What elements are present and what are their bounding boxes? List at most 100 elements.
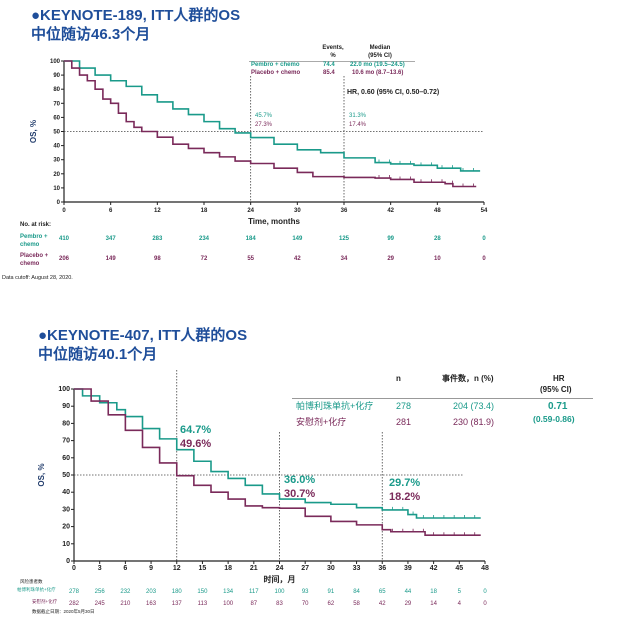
p1-footnote: Data cutoff: August 28, 2020. — [2, 275, 73, 281]
p1-row1-median: 22.0 mo (19.5–24.5) — [350, 62, 405, 68]
risk-count: 87 — [250, 601, 257, 607]
survival-curve-control — [74, 388, 481, 536]
p2-annot-36-ctrl: 18.2% — [389, 491, 421, 503]
risk-count: 232 — [120, 589, 131, 595]
y-tick-label: 20 — [53, 172, 60, 178]
risk-count: 4 — [458, 601, 462, 607]
risk-count: 149 — [292, 236, 303, 242]
risk-count: 58 — [353, 601, 360, 607]
risk-count: 113 — [198, 601, 208, 607]
p2-annot-36-treat: 29.7% — [389, 477, 421, 489]
x-tick-label: 33 — [353, 565, 361, 572]
survival-curve-treatment — [74, 388, 481, 519]
risk-count: 62 — [328, 601, 335, 607]
y-tick-label: 30 — [53, 158, 60, 164]
risk-count: 234 — [199, 236, 210, 242]
risk-count: 184 — [246, 236, 257, 242]
x-tick-label: 30 — [294, 208, 301, 214]
p2-hazard-ratio: 0.71 — [548, 401, 568, 412]
survival-curve-treatment — [64, 60, 481, 172]
p1-annot-24-ctrl: 27.3% — [255, 122, 273, 128]
y-tick-label: 40 — [53, 144, 60, 150]
survival-curve-control — [64, 60, 477, 188]
risk-count: 117 — [249, 589, 259, 595]
y-tick-label: 50 — [62, 472, 70, 479]
risk-count: 0 — [483, 589, 487, 595]
y-tick-label: 10 — [62, 541, 70, 548]
p2-header-n: n — [396, 374, 401, 383]
x-axis-label: 时间，月 — [264, 574, 296, 584]
x-axis-label: Time, months — [248, 217, 300, 226]
risk-count: 0 — [483, 601, 487, 607]
risk-count: 206 — [59, 256, 70, 262]
x-tick-label: 36 — [341, 208, 348, 214]
panel2-subtitle: 中位随访40.1个月 — [38, 346, 158, 363]
p1-risk-row1-label2: chemo — [20, 242, 40, 248]
y-tick-label: 0 — [57, 200, 61, 206]
x-tick-label: 24 — [247, 208, 254, 214]
y-tick-label: 100 — [58, 386, 70, 393]
p2-row1-n: 278 — [396, 401, 412, 411]
x-tick-label: 42 — [430, 565, 438, 572]
y-tick-label: 30 — [62, 506, 70, 513]
risk-count: 83 — [276, 601, 283, 607]
y-tick-label: 90 — [62, 403, 70, 410]
risk-count: 278 — [69, 589, 80, 595]
p2-header-events: 事件数，n (%) — [442, 374, 494, 383]
p1-annot-24-treat: 45.7% — [255, 113, 273, 119]
x-tick-label: 18 — [201, 208, 208, 214]
risk-count: 347 — [106, 236, 117, 242]
x-tick-label: 9 — [149, 565, 153, 572]
p1-row2-events: 85.4 — [323, 70, 335, 76]
y-tick-label: 60 — [53, 115, 60, 121]
risk-count: 5 — [458, 589, 462, 595]
p2-annot-12-ctrl: 49.6% — [180, 438, 212, 450]
risk-count: 29 — [387, 256, 394, 262]
x-tick-label: 6 — [109, 208, 113, 214]
p2-table-divider — [292, 398, 593, 399]
risk-count: 100 — [274, 589, 285, 595]
p1-annot-36-treat: 31.3% — [349, 113, 367, 119]
risk-count: 283 — [152, 236, 163, 242]
risk-count: 134 — [223, 589, 234, 595]
y-tick-label: 100 — [50, 59, 61, 65]
p2-header-hr: HR — [553, 374, 565, 383]
risk-count: 42 — [379, 601, 386, 607]
panel1-title: ●KEYNOTE-189, ITT人群的OS — [31, 7, 241, 24]
risk-count: 0 — [482, 256, 486, 262]
risk-count: 84 — [353, 589, 360, 595]
risk-count: 149 — [106, 256, 117, 262]
risk-count: 256 — [95, 589, 106, 595]
p1-risk-heading: No. at risk: — [20, 222, 52, 228]
risk-count: 203 — [146, 589, 157, 595]
risk-count: 245 — [95, 601, 106, 607]
p1-row1-events: 74.4 — [323, 62, 335, 68]
x-tick-label: 42 — [387, 208, 394, 214]
p1-risk-row2-label: Placebo + — [20, 253, 49, 259]
p1-risk-row1-label: Pembro + — [20, 234, 48, 240]
risk-count: 55 — [247, 256, 254, 262]
risk-count: 410 — [59, 236, 70, 242]
x-tick-label: 3 — [98, 565, 102, 572]
p1-annot-36-ctrl: 17.4% — [349, 122, 367, 128]
risk-count: 34 — [341, 256, 348, 262]
risk-count: 91 — [328, 589, 335, 595]
y-tick-label: 60 — [62, 455, 70, 462]
x-tick-label: 12 — [173, 565, 181, 572]
x-tick-label: 45 — [455, 565, 463, 572]
y-tick-label: 10 — [53, 186, 60, 192]
x-tick-label: 12 — [154, 208, 161, 214]
risk-count: 98 — [154, 256, 161, 262]
y-tick-label: 80 — [62, 420, 70, 427]
risk-count: 28 — [434, 236, 441, 242]
p2-annot-24-ctrl: 30.7% — [284, 488, 316, 500]
risk-count: 93 — [302, 589, 309, 595]
risk-count: 180 — [172, 589, 183, 595]
panel2-title: ●KEYNOTE-407, ITT人群的OS — [38, 327, 248, 344]
x-tick-label: 0 — [72, 565, 76, 572]
risk-count: 44 — [405, 589, 412, 595]
x-tick-label: 15 — [199, 565, 207, 572]
y-axis-label: OS, % — [37, 463, 46, 486]
risk-count: 29 — [405, 601, 412, 607]
p1-header-events-unit: % — [330, 53, 336, 59]
